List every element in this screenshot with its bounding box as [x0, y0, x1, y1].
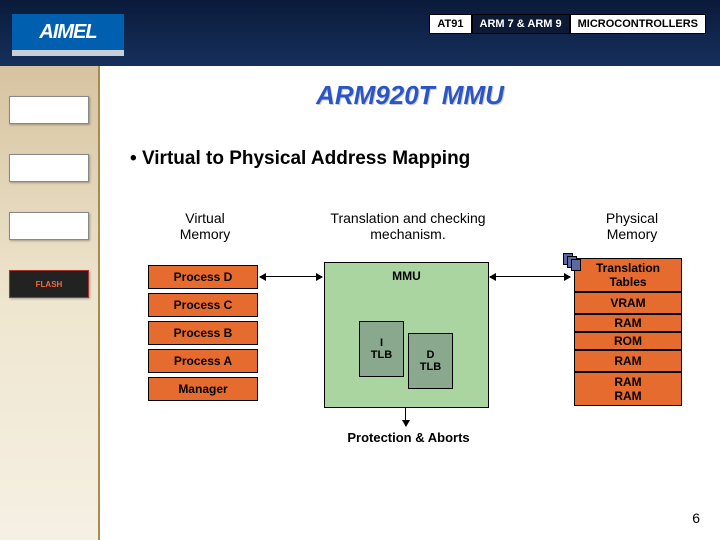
strip-icon [9, 154, 89, 182]
conn-vm-mmu [260, 276, 322, 277]
process-box: Manager [148, 377, 258, 401]
mmu-label: MMU [325, 269, 488, 283]
physical-box: TranslationTables [574, 258, 682, 292]
physical-box: ROM [574, 332, 682, 350]
process-box: Process D [148, 265, 258, 289]
page-title: ARM920T MMU [100, 80, 720, 111]
label-physical: PhysicalMemory [582, 210, 682, 242]
physical-box: RAMRAM [574, 372, 682, 406]
d-tlb: D TLB [408, 333, 453, 389]
page-number: 6 [692, 510, 700, 526]
logo: AIMEL [12, 14, 124, 56]
label-protection: Protection & Aborts [326, 430, 491, 445]
physical-box: RAM [574, 314, 682, 332]
physical-box: VRAM [574, 292, 682, 314]
tlb-text: I [380, 337, 383, 349]
main-bullet: Virtual to Physical Address Mapping [130, 148, 470, 170]
tlb-text: TLB [420, 361, 441, 373]
conn-mmu-pm [490, 276, 570, 277]
strip-icon: FLASH [9, 270, 89, 298]
tlb-text: TLB [371, 349, 392, 361]
mmu-block: MMU I TLB D TLB [324, 262, 489, 408]
pill-arm: ARM 7 & ARM 9 [472, 14, 570, 34]
strip-icon [9, 96, 89, 124]
physical-box: RAM [574, 350, 682, 372]
label-virtual: VirtualMemory [160, 210, 250, 242]
process-box: Process A [148, 349, 258, 373]
strip-icon [9, 212, 89, 240]
sidebar-strip: FLASH [0, 66, 100, 540]
process-box: Process B [148, 321, 258, 345]
header-pills: AT91 ARM 7 & ARM 9 MICROCONTROLLERS [429, 14, 706, 34]
arrow-down [405, 408, 406, 426]
i-tlb: I TLB [359, 321, 404, 377]
label-translation: Translation and checkingmechanism. [318, 210, 498, 242]
pill-mcu: MICROCONTROLLERS [570, 14, 706, 34]
process-column: Process D Process C Process B Process A Mana… [148, 265, 258, 405]
physical-column: TranslationTablesVRAMRAMROMRAMRAMRAM [574, 258, 682, 406]
tlb-text: D [427, 349, 435, 361]
header-bar: AIMEL AT91 ARM 7 & ARM 9 MICROCONTROLLER… [0, 0, 720, 66]
pill-at91: AT91 [429, 14, 471, 34]
process-box: Process C [148, 293, 258, 317]
